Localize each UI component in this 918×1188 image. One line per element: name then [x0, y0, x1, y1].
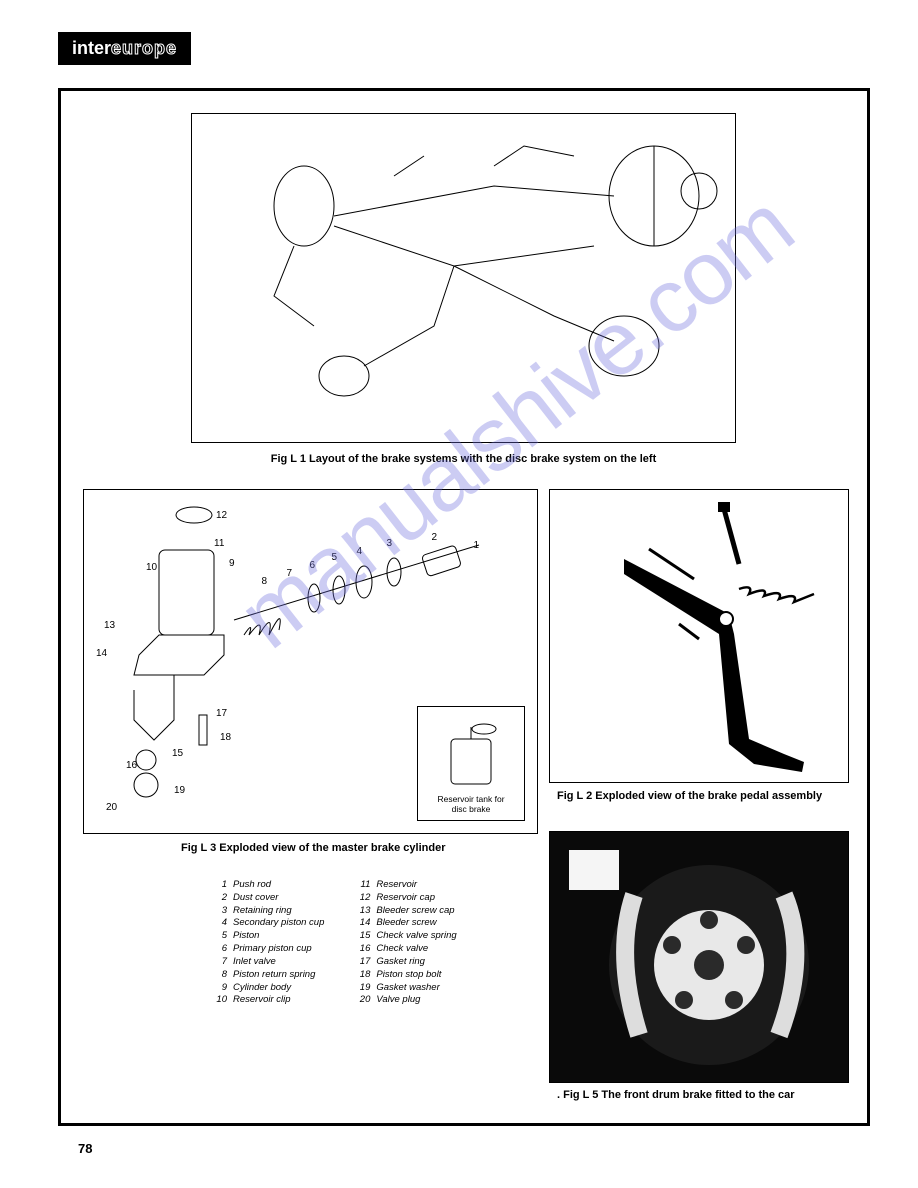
- callout-8: 8: [261, 576, 267, 587]
- brake-system-diagram: [194, 116, 734, 441]
- brand-badge: intereurope: [58, 32, 191, 65]
- parts-col-2: 11Reservoir 12Reservoir cap 13Bleeder sc…: [354, 879, 456, 1007]
- callout-7: 7: [286, 568, 292, 579]
- figure-l1: [191, 113, 736, 443]
- callout-9: 9: [229, 558, 235, 569]
- parts-list: 1Push rod 2Dust cover 3Retaining ring 4S…: [211, 879, 457, 1007]
- callout-18: 18: [220, 732, 231, 743]
- page-number: 78: [78, 1141, 92, 1156]
- figure-l3-caption: Fig L 3 Exploded view of the master brak…: [181, 841, 511, 855]
- callout-14: 14: [96, 648, 107, 659]
- callout-19: 19: [174, 785, 185, 796]
- figure-l2-caption: Fig L 2 Exploded view of the brake pedal…: [557, 789, 847, 803]
- figure-l5: [549, 831, 849, 1083]
- brand-outline: europe: [111, 38, 177, 58]
- callout-10: 10: [146, 562, 157, 573]
- parts-col-1: 1Push rod 2Dust cover 3Retaining ring 4S…: [211, 879, 324, 1007]
- callout-16: 16: [126, 760, 137, 771]
- reservoir-sketch: [436, 719, 506, 794]
- callout-12: 12: [216, 510, 227, 521]
- callout-17: 17: [216, 708, 227, 719]
- callout-2: 2: [431, 532, 437, 543]
- page-frame: manualshive.com Fig L 1 Layout of the: [58, 88, 870, 1126]
- callout-11: 11: [214, 538, 224, 549]
- reservoir-note-1: Reservoir tank for: [437, 794, 504, 804]
- figure-l2: [549, 489, 849, 783]
- figure-l1-caption: Fig L 1 Layout of the brake systems with…: [191, 453, 736, 465]
- figure-l5-caption: . Fig L 5 The front drum brake fitted to…: [557, 1089, 857, 1101]
- brand-bold: inter: [72, 38, 111, 58]
- figure-l3: 1 2 3 4 5 6 7 8 9 10 11 12 13 14 15 16 1…: [83, 489, 538, 834]
- callout-20: 20: [106, 802, 117, 813]
- reservoir-note-2: disc brake: [452, 804, 491, 814]
- drum-brake-photo: [554, 835, 844, 1080]
- callout-6: 6: [309, 560, 315, 571]
- callout-15: 15: [172, 748, 183, 759]
- callout-4: 4: [356, 546, 362, 557]
- callout-5: 5: [331, 552, 337, 563]
- callout-13: 13: [104, 620, 115, 631]
- callout-3: 3: [386, 538, 392, 549]
- brake-pedal-diagram: [554, 494, 844, 779]
- reservoir-inset: Reservoir tank for disc brake: [417, 706, 525, 821]
- callout-1: 1: [473, 540, 479, 551]
